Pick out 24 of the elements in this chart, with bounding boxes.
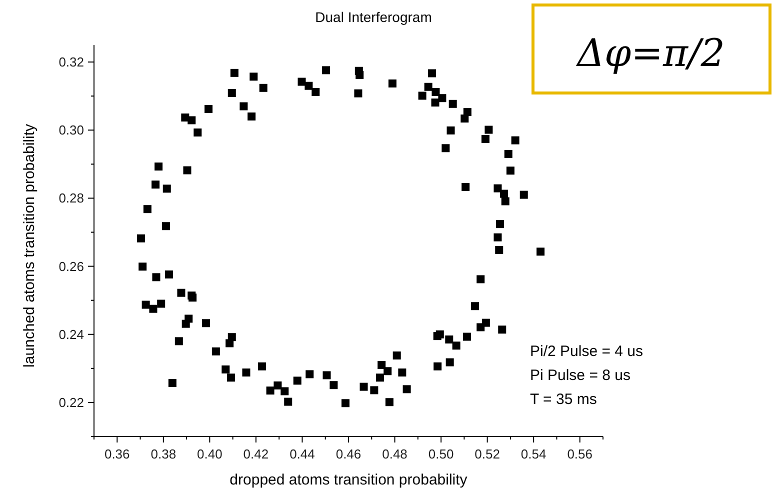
x-tick-label: 0.42	[243, 446, 269, 462]
chart-title: Dual Interferogram	[315, 9, 432, 25]
x-tick-label: 0.50	[428, 446, 454, 462]
y-tick-label: 0.28	[58, 190, 84, 206]
y-tick-label: 0.32	[58, 54, 84, 70]
x-axis-title: dropped atoms transition probability	[230, 472, 468, 488]
y-tick-label: 0.26	[58, 258, 84, 274]
x-tick-label: 0.38	[150, 446, 176, 462]
x-tick-label: 0.36	[104, 446, 130, 462]
y-axis-title: launched atoms transition probability	[21, 124, 38, 368]
annotation: Δφ=π/2	[575, 31, 725, 75]
x-tick-label: 0.48	[382, 446, 408, 462]
x-tick-label: 0.56	[567, 446, 593, 462]
x-tick-label: 0.40	[197, 446, 222, 462]
annotation: T = 35 ms	[530, 391, 597, 408]
annotation: Pi/2 Pulse = 4 us	[530, 343, 643, 360]
y-tick-label: 0.22	[58, 395, 84, 410]
x-tick-label: 0.46	[336, 446, 362, 462]
y-tick-label: 0.30	[58, 122, 84, 138]
x-tick-label: 0.54	[520, 446, 546, 462]
y-tick-label: 0.24	[58, 326, 84, 342]
x-tick-label: 0.44	[290, 446, 315, 462]
annotation: Pi Pulse = 8 us	[530, 367, 630, 384]
x-tick-label: 0.52	[474, 446, 500, 462]
